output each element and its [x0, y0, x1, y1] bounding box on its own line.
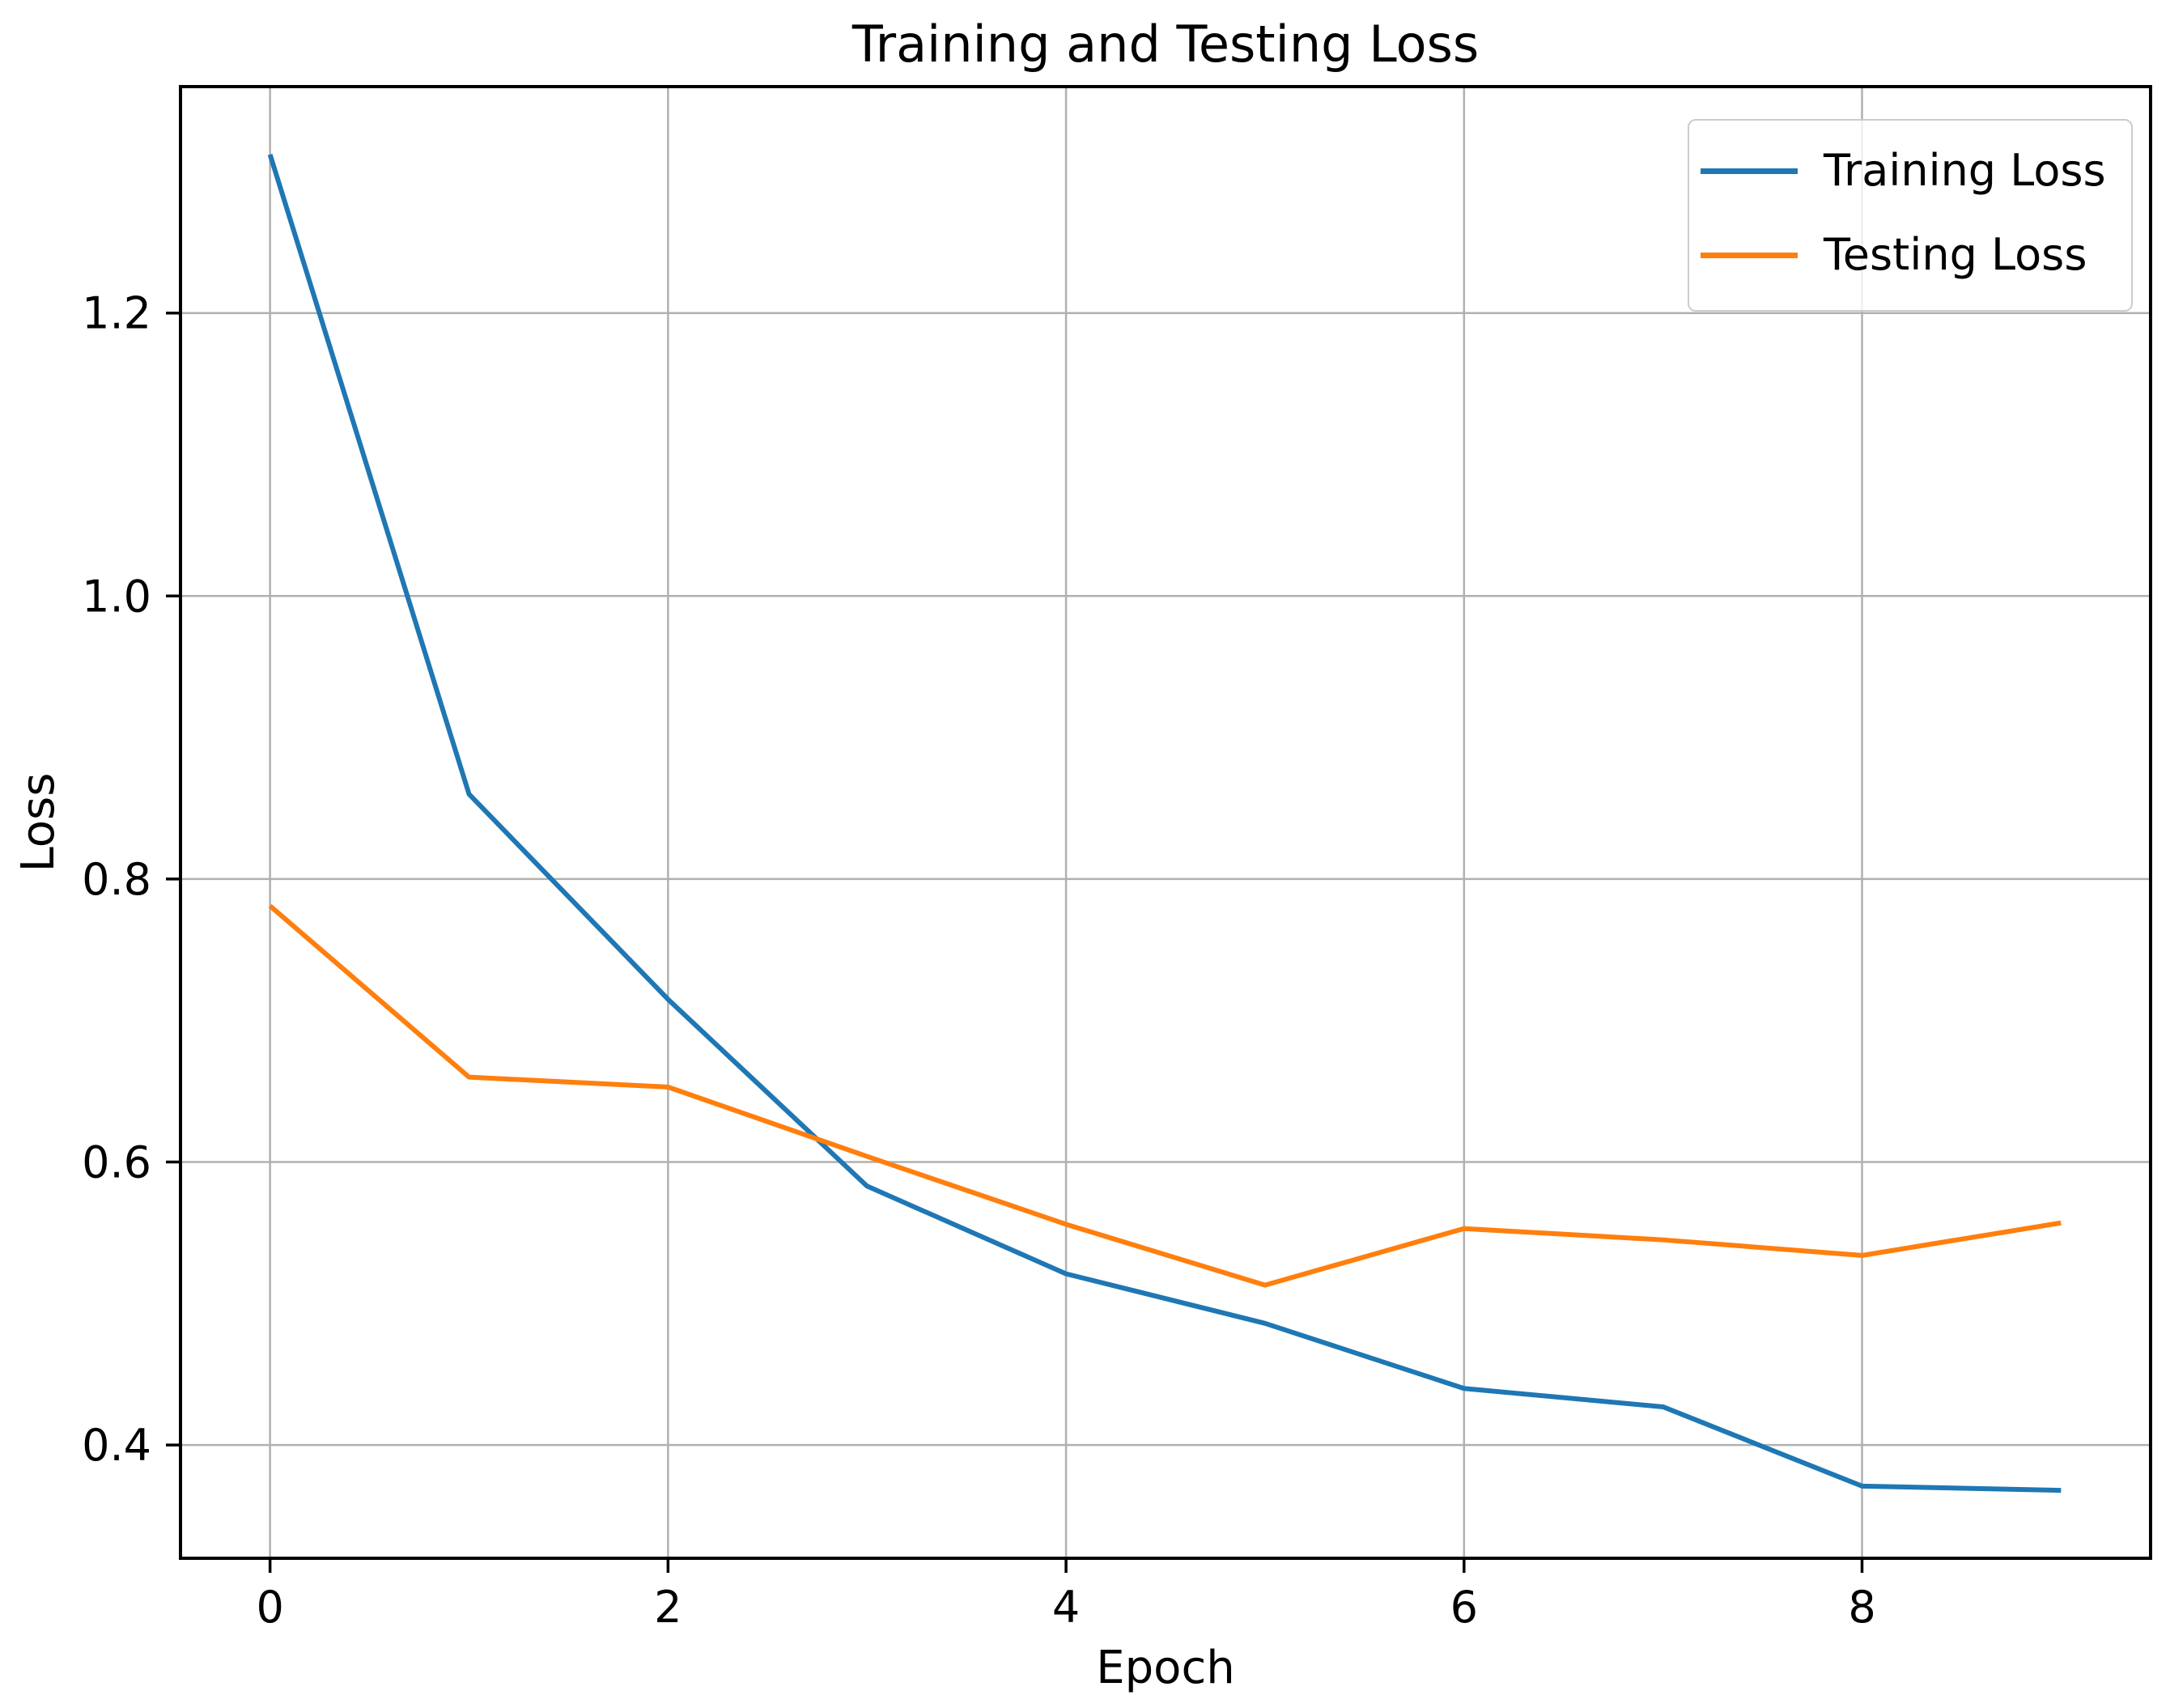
- testing-loss-line-swatch: [1701, 252, 1798, 258]
- legend-label-testing-loss: Testing Loss: [1824, 229, 2087, 280]
- chart-title: Training and Testing Loss: [851, 15, 1480, 74]
- legend-item-testing-loss: Testing Loss: [1701, 213, 2131, 297]
- x-tick-label: 6: [1450, 1582, 1478, 1633]
- y-tick-label: 1.0: [82, 571, 151, 622]
- x-tick-label: 4: [1052, 1582, 1080, 1633]
- y-tick-label: 0.6: [82, 1137, 151, 1188]
- series-line-testing-loss: [268, 903, 2062, 1288]
- legend-label-training-loss: Training Loss: [1824, 145, 2106, 196]
- y-axis-label: Loss: [12, 772, 65, 873]
- axes-spines: [179, 85, 2152, 1560]
- x-tick-label: 0: [256, 1582, 283, 1633]
- series-line-training-loss: [267, 154, 2062, 1493]
- x-tick-label: 8: [1848, 1582, 1875, 1633]
- training-loss-line-swatch: [1701, 168, 1798, 174]
- y-tick-label: 0.8: [82, 854, 151, 905]
- y-tick-label: 1.2: [82, 288, 151, 339]
- y-tick-label: 0.4: [82, 1420, 151, 1471]
- x-tick-label: 2: [654, 1582, 682, 1633]
- legend-item-training-loss: Training Loss: [1701, 129, 2131, 213]
- legend: Training Loss Testing Loss: [1688, 119, 2133, 312]
- x-axis-label: Epoch: [1096, 1642, 1235, 1694]
